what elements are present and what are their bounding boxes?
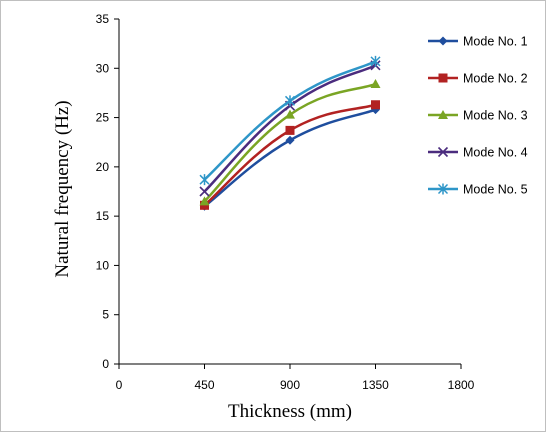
y-tick-label: 35	[96, 12, 110, 26]
y-tick-label: 10	[96, 258, 110, 272]
legend-item: Mode No. 2	[428, 72, 528, 86]
legend-marker	[437, 146, 449, 158]
legend-marker	[438, 73, 448, 83]
data-point	[285, 109, 295, 119]
legend-marker	[437, 183, 449, 195]
data-point	[199, 196, 210, 206]
legend-marker	[438, 110, 448, 119]
legend-marker	[438, 36, 448, 46]
legend-item: Mode No. 1	[428, 35, 528, 49]
legend-item: Mode No. 3	[428, 109, 528, 123]
x-tick-label: 1350	[362, 378, 389, 392]
y-tick-label: 20	[96, 160, 110, 174]
series-mode-5	[199, 55, 381, 186]
series-mode-3	[199, 79, 381, 206]
legend-item: Mode No. 5	[428, 183, 528, 197]
data-point	[370, 79, 381, 89]
x-axis-title: Thickness (mm)	[228, 401, 352, 422]
x-tick-label: 0	[116, 378, 123, 392]
data-point	[284, 95, 296, 107]
legend-label: Mode No. 4	[463, 146, 528, 160]
y-tick-label: 30	[96, 61, 110, 75]
x-tick-label: 900	[280, 378, 300, 392]
data-point	[371, 100, 380, 110]
y-tick-label: 5	[102, 308, 109, 322]
series-layer	[199, 55, 381, 211]
data-point	[199, 186, 210, 197]
legend-item: Mode No. 4	[428, 146, 528, 160]
data-point	[199, 174, 210, 186]
legend: Mode No. 1 Mode No. 2 Mode No. 3 Mode No. 4…	[428, 35, 528, 197]
legend-label: Mode No. 3	[463, 109, 528, 123]
data-point	[285, 125, 295, 135]
data-point	[285, 135, 295, 145]
legend-label: Mode No. 1	[463, 35, 528, 49]
axes: 0 5 10 15 20 25 30 35 0 450 900 1350 1800	[96, 12, 475, 392]
y-tick-label: 25	[96, 111, 110, 125]
x-tick-label: 450	[194, 378, 214, 392]
data-point	[370, 55, 381, 67]
x-tick-label: 1800	[448, 378, 475, 392]
series-line	[203, 108, 376, 208]
legend-label: Mode No. 5	[463, 183, 528, 197]
y-tick-label: 15	[96, 209, 110, 223]
y-axis-title: Natural frequency (Hz)	[52, 100, 73, 277]
y-tick-label: 0	[102, 357, 109, 371]
legend-label: Mode No. 2	[463, 72, 528, 86]
